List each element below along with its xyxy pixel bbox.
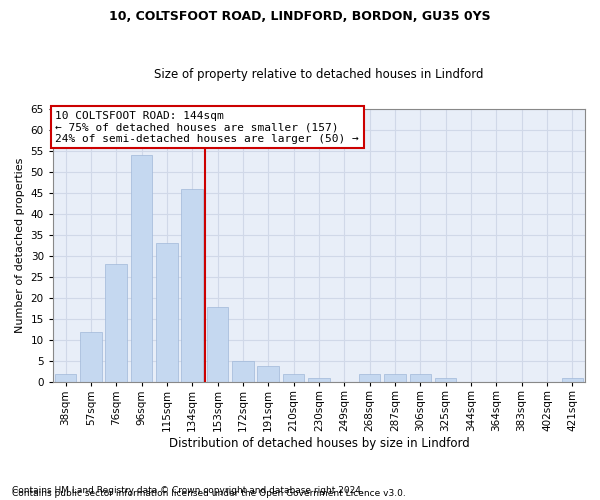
Bar	[106, 264, 127, 382]
Text: Contains public sector information licensed under the Open Government Licence v3: Contains public sector information licen…	[12, 488, 406, 498]
Y-axis label: Number of detached properties: Number of detached properties	[15, 158, 25, 333]
Bar	[55, 374, 76, 382]
Bar	[156, 244, 178, 382]
Bar	[435, 378, 457, 382]
Bar	[308, 378, 329, 382]
Text: 10 COLTSFOOT ROAD: 144sqm
← 75% of detached houses are smaller (157)
24% of semi: 10 COLTSFOOT ROAD: 144sqm ← 75% of detac…	[55, 110, 359, 144]
Bar	[80, 332, 101, 382]
Bar	[207, 306, 229, 382]
Bar	[257, 366, 279, 382]
Title: Size of property relative to detached houses in Lindford: Size of property relative to detached ho…	[154, 68, 484, 81]
Bar	[410, 374, 431, 382]
Bar	[181, 188, 203, 382]
Bar	[562, 378, 583, 382]
Bar	[283, 374, 304, 382]
Bar	[232, 362, 254, 382]
Bar	[384, 374, 406, 382]
Bar	[131, 155, 152, 382]
X-axis label: Distribution of detached houses by size in Lindford: Distribution of detached houses by size …	[169, 437, 469, 450]
Text: Contains HM Land Registry data © Crown copyright and database right 2024.: Contains HM Land Registry data © Crown c…	[12, 486, 364, 495]
Text: 10, COLTSFOOT ROAD, LINDFORD, BORDON, GU35 0YS: 10, COLTSFOOT ROAD, LINDFORD, BORDON, GU…	[109, 10, 491, 23]
Bar	[359, 374, 380, 382]
